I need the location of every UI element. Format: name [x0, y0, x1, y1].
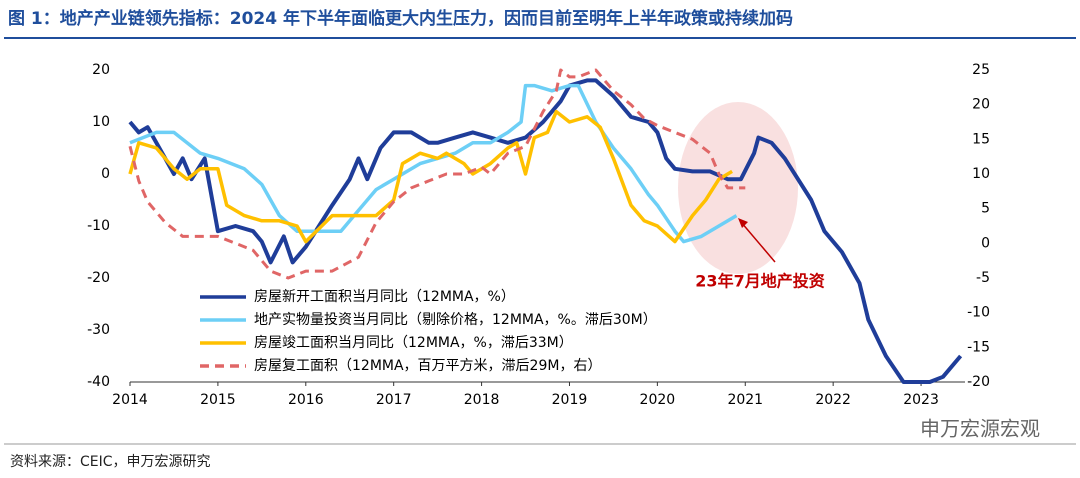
legend-label: 房屋新开工面积当月同比（12MMA，%）	[254, 289, 515, 305]
arrow-head	[738, 218, 748, 228]
x-tick-label: 2015	[200, 392, 236, 408]
annotation-arrow	[740, 221, 776, 263]
y2-tick-label: -10	[967, 305, 990, 321]
annotation: 23年7月地产投资	[695, 272, 824, 291]
chart-title: 图 1：地产产业链领先指标：2024 年下半年面临更大内生压力，因而目前至明年上…	[8, 8, 793, 29]
y-tick-label: -20	[87, 270, 110, 286]
y-tick-label: 0	[101, 166, 110, 182]
y-tick-label: -10	[87, 218, 110, 234]
x-tick-label: 2018	[464, 392, 500, 408]
legend-label: 房屋竣工面积当月同比（12MMA，%，滞后33M）	[254, 335, 573, 351]
x-tick-label: 2019	[552, 392, 588, 408]
series-line	[128, 68, 746, 280]
legend-label: 房屋复工面积（12MMA，百万平方米，滞后29M，右）	[254, 357, 601, 374]
y2-tick-label: 5	[981, 201, 990, 217]
highlight-ellipse	[678, 102, 798, 274]
x-tick-label: 2021	[727, 392, 763, 408]
source: 资料来源：CEIC，申万宏源研究	[10, 454, 211, 470]
y2-tick-label: 10	[972, 166, 990, 182]
x-tick-label: 2014	[112, 392, 148, 408]
y-tick-label: -40	[87, 374, 110, 390]
y2-tick-label: 20	[972, 97, 990, 113]
x-tick-label: 2016	[288, 392, 324, 408]
y-tick-label: 10	[92, 114, 110, 130]
x-tick-label: 2022	[815, 392, 851, 408]
y-tick-label: -30	[87, 322, 110, 338]
x-tick-label: 2020	[640, 392, 676, 408]
y2-tick-label: -5	[976, 270, 990, 286]
series-line	[128, 109, 733, 244]
y2-tick-label: 15	[972, 131, 990, 147]
y-tick-label: 20	[92, 62, 110, 78]
y2-tick-label: -20	[967, 374, 990, 390]
y2-tick-label: 0	[981, 235, 990, 251]
x-tick-label: 2023	[903, 392, 939, 408]
series-line	[129, 83, 738, 244]
y2-tick-label: 25	[972, 62, 990, 78]
legend-label: 地产实物量投资当月同比（剔除价格，12MMA，%。滞后30M）	[254, 312, 657, 328]
watermark: 申万宏源宏观	[920, 417, 1040, 441]
y2-tick-label: -15	[967, 339, 990, 355]
x-tick-label: 2017	[376, 392, 412, 408]
